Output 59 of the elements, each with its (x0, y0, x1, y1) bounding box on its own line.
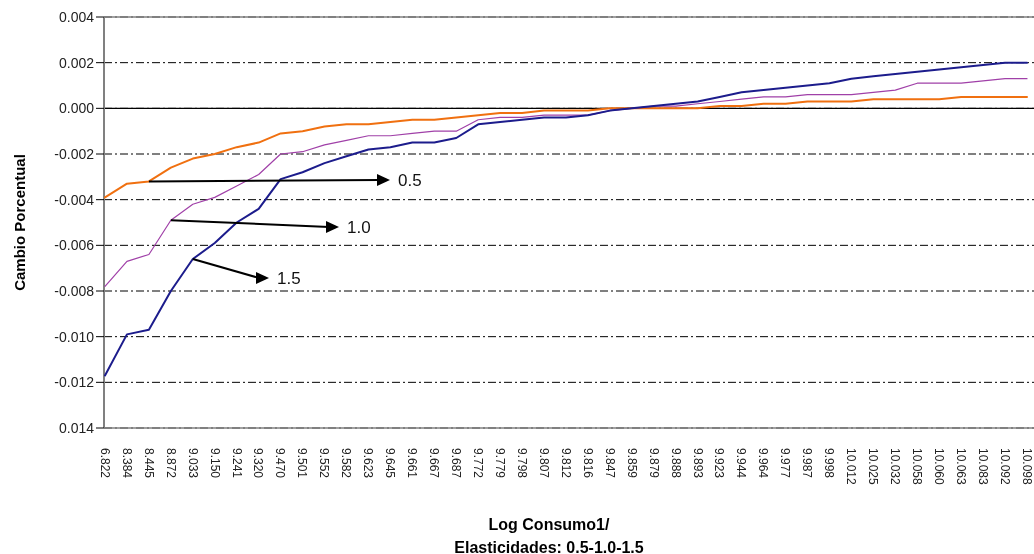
x-tick-label: 9.320 (251, 448, 266, 479)
x-tick-label: 9.944 (734, 448, 749, 479)
y-tick-label: 0.000 (58, 100, 95, 117)
x-tick-label: 9.807 (536, 448, 551, 479)
x-tick-label: 9.893 (690, 448, 705, 479)
x-tick-label: 9.888 (668, 448, 683, 479)
annotation: 0.5 (398, 170, 422, 190)
text: Elasticidades: 0.5-1.0-1.5 (454, 539, 644, 554)
x-tick-label: 10.032 (888, 448, 903, 486)
x-tick-label: 10.063 (953, 448, 968, 486)
y-tick-label: -0.008 (54, 282, 95, 299)
x-tick-label: 10.098 (1019, 448, 1034, 486)
y-tick-label: 0.004 (58, 8, 95, 25)
x-tick-label: 9.687 (449, 448, 464, 479)
x-tick-label: 8.872 (163, 448, 178, 479)
x-tick-label: 8.384 (119, 448, 134, 479)
x-tick-label: 10.025 (866, 448, 881, 486)
y-tick-label: -0.012 (54, 374, 95, 391)
x-tick-label: 6.822 (97, 448, 112, 479)
x-tick-label: 9.033 (185, 448, 200, 479)
x-tick-label: 8.445 (141, 448, 156, 479)
x-tick-label: 10.083 (975, 448, 990, 486)
x-tick-label: 9.661 (405, 448, 420, 479)
x-tick-label: 9.812 (558, 448, 573, 479)
x-tick-label: 9.623 (361, 448, 376, 479)
x-tick-label: 10.012 (844, 448, 859, 486)
x-tick-label: 9.241 (229, 448, 244, 479)
x-tick-label: 9.501 (295, 448, 310, 479)
x-tick-label: 9.779 (492, 448, 507, 479)
x-tick-label: 9.645 (383, 448, 398, 479)
y-tick-label: -0.002 (54, 145, 95, 162)
x-tick-label: 9.859 (624, 448, 639, 479)
x-tick-label: 9.987 (800, 448, 815, 479)
x-tick-label: 9.150 (207, 448, 222, 479)
x-tick-label: 9.470 (273, 448, 288, 479)
x-tick-label: 10.058 (910, 448, 925, 486)
x-tick-label: 9.582 (339, 448, 354, 479)
x-tick-label: 9.772 (470, 448, 485, 479)
annotation: 1.5 (277, 268, 301, 288)
y-axis-title: Cambio Porcentual (11, 154, 29, 291)
x-tick-label: 10.060 (931, 448, 946, 486)
x-tick-label: 9.816 (580, 448, 595, 479)
x-tick-label: 9.879 (646, 448, 661, 479)
x-axis-title: Log Consumo1/ (488, 516, 610, 533)
y-tick-label: -0.004 (54, 191, 95, 208)
x-tick-label: 10.092 (997, 448, 1012, 486)
x-tick-label: 9.964 (756, 448, 771, 479)
x-tick-label: 9.798 (514, 448, 529, 479)
y-tick-label: 0.002 (58, 54, 95, 71)
y-tick-label: 0.014 (58, 419, 95, 436)
x-tick-label: 9.923 (712, 448, 727, 479)
x-tick-label: 9.847 (602, 448, 617, 479)
x-tick-label: 9.667 (427, 448, 442, 479)
y-tick-label: -0.006 (54, 237, 95, 254)
x-tick-label: 9.998 (822, 448, 837, 479)
x-tick-label: 9.977 (778, 448, 793, 479)
annotation: 1.0 (347, 217, 371, 237)
x-tick-label: 9.552 (317, 448, 332, 479)
y-tick-label: -0.010 (54, 328, 95, 345)
